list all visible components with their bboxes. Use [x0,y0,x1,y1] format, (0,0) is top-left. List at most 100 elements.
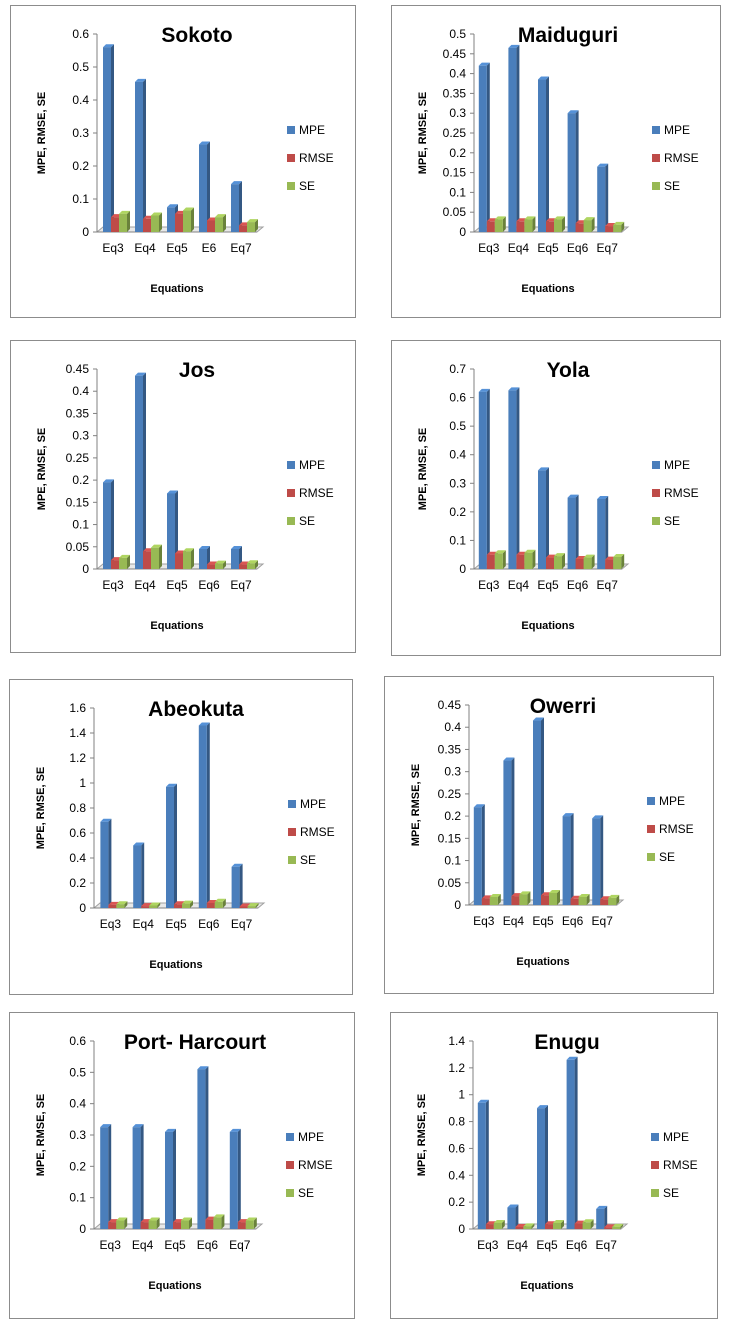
bar-side [173,1128,176,1229]
bar-front [481,898,490,905]
x-axis-title: Equations [521,283,574,295]
bar-front [239,225,247,232]
legend-label-rmse: RMSE [663,1158,698,1172]
bar-side [143,372,146,569]
bar-side [546,467,549,569]
y-tick-label: 0.2 [448,1195,465,1209]
bar-front [108,1222,117,1229]
bar-se-eq4 [151,544,162,569]
bar-side [191,207,194,232]
bar-top [613,221,625,225]
chart-svg: 0 0.05 0.1 0.15 0.2 0.25 0.3 0.35 0.4 0.45 Eq3 Eq4 E… [410,695,694,968]
x-tick-label: Eq6 [198,578,220,592]
bar-top [119,210,130,214]
bar-mpe-eq4 [508,387,520,569]
x-tick-label: Eq6 [567,241,589,255]
bar-front [493,1222,502,1229]
y-tick-label: 0.25 [66,451,90,465]
bar-se-eq6 [582,1219,594,1229]
bar-side [237,1128,241,1229]
bar-front [166,786,174,908]
bar-front [183,210,191,232]
bar-front [245,1220,254,1229]
bar-front [148,1220,157,1229]
bar-front [597,499,606,569]
bar-side [616,894,620,905]
legend-swatch-rmse [652,154,660,162]
x-tick-label: Eq4 [508,578,530,592]
bar-front [538,79,546,232]
bar-front [570,898,579,905]
bar-side [239,181,242,232]
y-tick-label: 0 [454,898,461,912]
bar-side [175,490,178,569]
bar-mpe-eq5 [538,467,549,569]
bar-front [494,553,503,569]
bar-front [119,557,127,569]
bar-top [199,546,210,549]
chart-title: Enugu [534,1031,599,1054]
bar-front [207,220,215,232]
bar-side [591,217,595,232]
bar-front [553,1222,561,1229]
x-tick-label: E6 [202,241,217,255]
x-tick-label: Eq6 [562,914,584,928]
legend-swatch-mpe [652,126,660,134]
bar-top [231,181,242,185]
bar-top [103,479,114,483]
y-axis-title: MPE, RMSE, SE [35,1094,47,1177]
legend-swatch-rmse [286,1161,294,1169]
y-tick-label: 0.25 [438,787,462,801]
legend-label-se: SE [298,1186,314,1200]
bar-side [191,548,194,569]
x-axis-title: Equations [148,1280,201,1292]
bar-mpe-eq6 [198,722,210,908]
bar-side [527,891,531,905]
bar-top [231,546,242,549]
y-tick-label: 0.4 [72,93,89,107]
legend-label-rmse: RMSE [298,1158,333,1172]
bar-mpe-eq5 [537,1105,548,1229]
legend-label-se: SE [663,1186,679,1200]
bar-top [132,1124,144,1128]
legend-label-rmse: RMSE [299,486,334,500]
bar-side [515,1204,519,1229]
x-tick-label: Eq3 [477,1238,499,1252]
bar-top [229,1128,241,1132]
legend-label-rmse: RMSE [664,151,699,165]
bar-front [103,47,111,233]
y-tick-label: 0.6 [69,1034,86,1048]
bar-side [253,1217,257,1229]
bar-front [149,905,158,908]
bar-front [478,65,487,233]
bar-side [486,388,490,569]
y-tick-label: 0.3 [444,765,461,779]
y-tick-label: 1.4 [448,1034,465,1048]
bar-top [100,818,112,822]
y-axis-title: MPE, RMSE, SE [36,428,48,511]
bar-front [175,553,183,569]
x-tick-label: Eq6 [198,917,220,931]
bar-top [247,219,258,223]
x-axis-title: Equations [150,283,203,295]
bar-top [116,901,128,905]
bar-front [143,218,151,232]
x-tick-label: Eq3 [102,578,124,592]
bar-mpe-eq4 [508,44,520,232]
bar-se-eq4 [149,902,161,908]
legend-label-mpe: MPE [664,458,690,472]
legend-swatch-rmse [651,1161,659,1169]
bar-front [507,1207,516,1229]
y-tick-label: 0.1 [69,1191,86,1205]
bar-se-eq5 [554,216,565,232]
y-tick-label: 0.2 [69,876,86,890]
x-tick-label: Eq6 [197,1238,219,1252]
bar-side [561,1219,564,1229]
bar-side [190,900,193,908]
bar-side [255,903,259,908]
bar-front [473,807,482,905]
bar-top [553,1219,564,1223]
bar-top [148,1217,160,1221]
bar-front [554,219,562,232]
bar-side [223,214,226,232]
